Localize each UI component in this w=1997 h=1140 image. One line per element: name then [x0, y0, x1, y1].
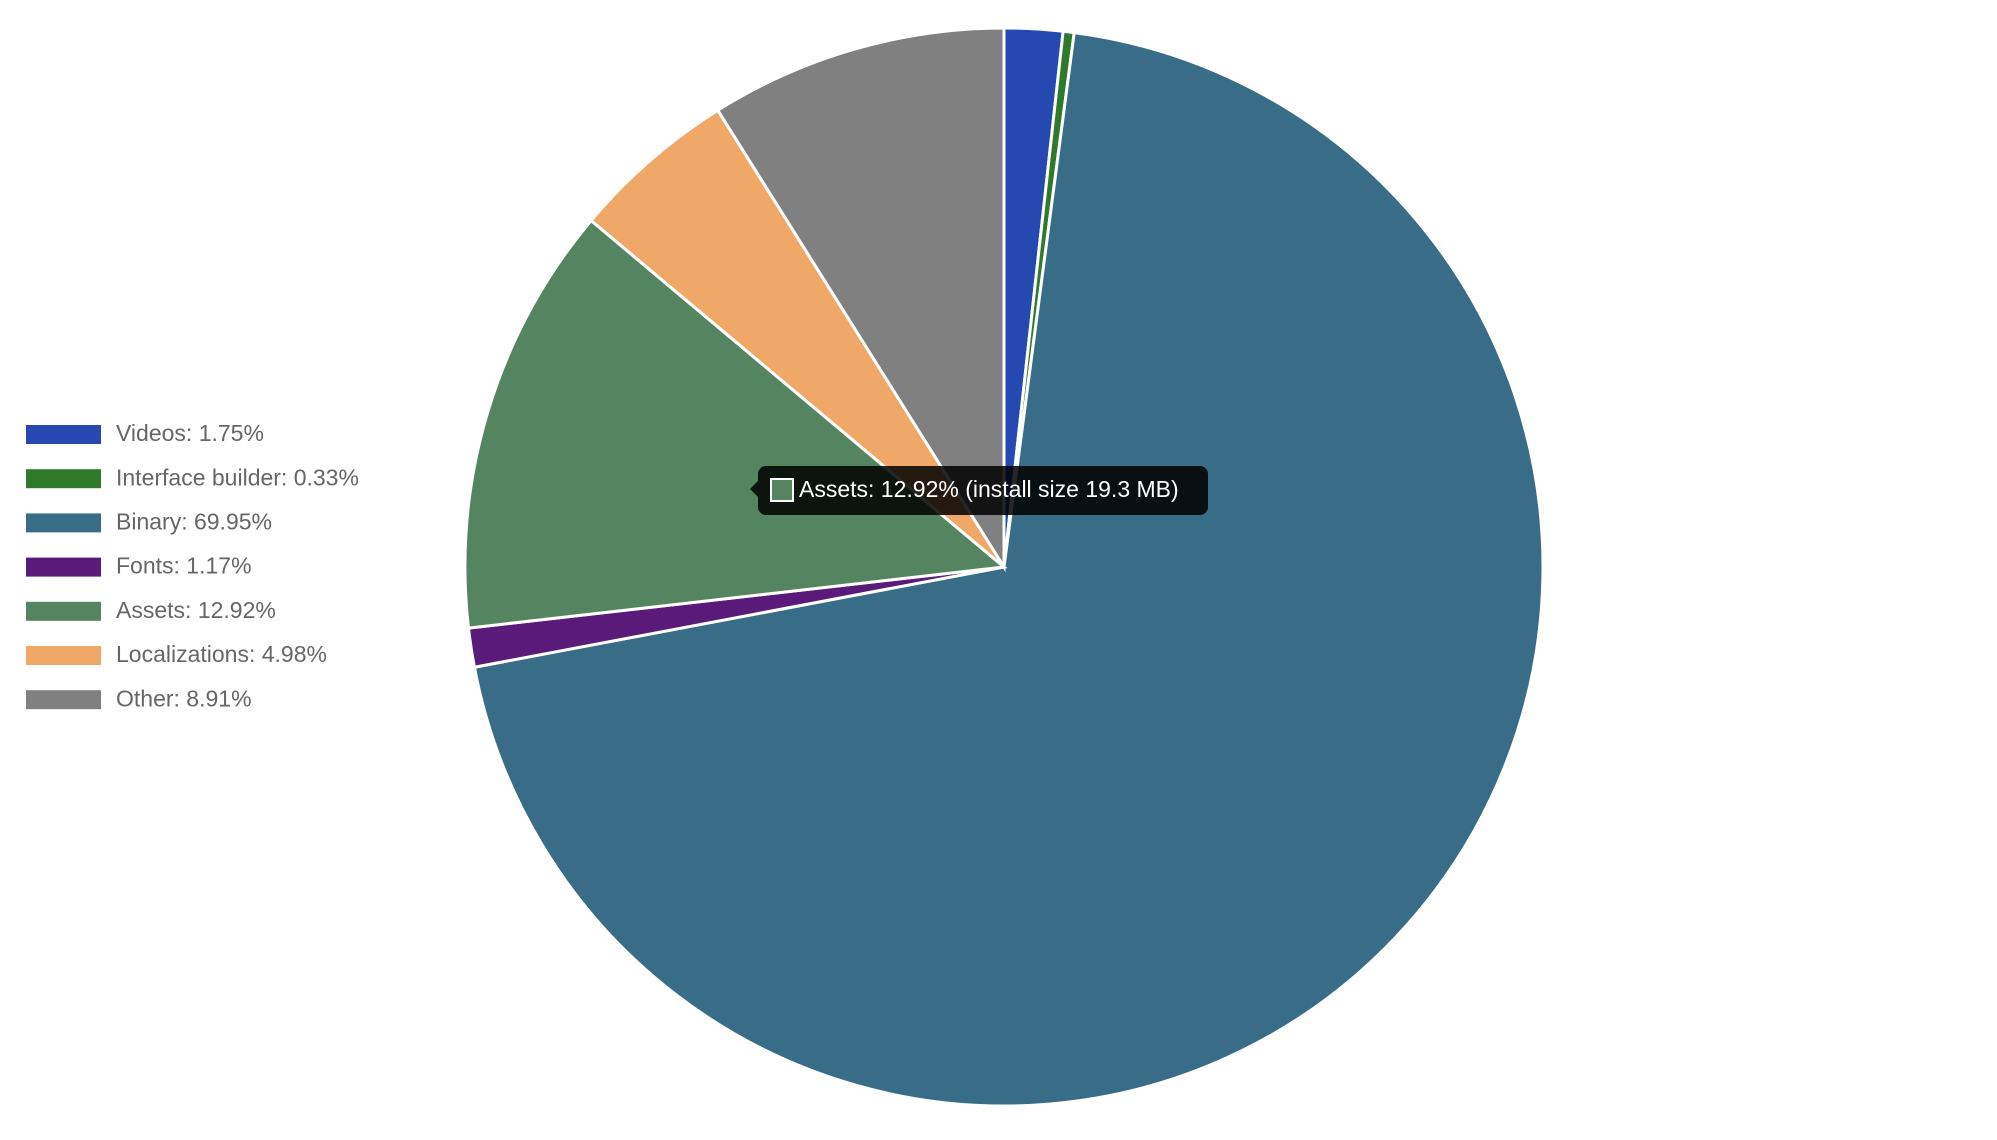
legend-swatch[interactable] [26, 690, 101, 710]
legend-swatch[interactable] [26, 513, 101, 533]
pie-slice[interactable] [588, 108, 1006, 569]
pie-slice[interactable] [715, 26, 1006, 573]
legend: Videos: 1.75% Interface builder: 0.33% Bin… [26, 420, 359, 711]
legend-swatch[interactable] [26, 646, 101, 665]
pie-slice[interactable] [463, 218, 1008, 630]
tooltip: Assets: 12.92% (install size 19.3 MB) [750, 466, 1208, 515]
legend-label[interactable]: Other: 8.91% [116, 685, 252, 711]
legend-label[interactable]: Fonts: 1.17% [116, 553, 252, 579]
tooltip-text: Assets: 12.92% (install size 19.3 MB) [799, 476, 1179, 502]
legend-label[interactable]: Assets: 12.92% [116, 597, 276, 623]
legend-swatch[interactable] [26, 469, 101, 489]
pie [463, 26, 1545, 1108]
tooltip-box [750, 466, 1208, 515]
tooltip-swatch [770, 478, 794, 502]
legend-swatch[interactable] [26, 601, 101, 621]
legend-label[interactable]: Localizations: 4.98% [116, 641, 327, 667]
legend-label[interactable]: Videos: 1.75% [116, 420, 264, 446]
legend-swatch[interactable] [26, 557, 101, 577]
legend-swatch[interactable] [26, 425, 101, 444]
legend-label[interactable]: Interface builder: 0.33% [116, 464, 359, 490]
legend-label[interactable]: Binary: 69.95% [116, 508, 272, 534]
pie-slice[interactable] [472, 30, 1545, 1108]
